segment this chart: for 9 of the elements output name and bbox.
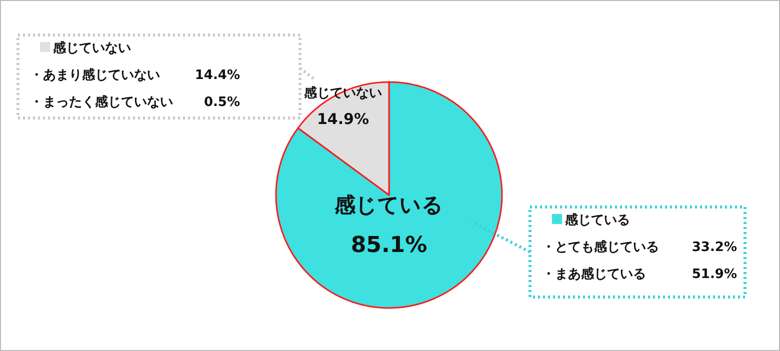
text: 感じている — [564, 212, 630, 228]
data-label: 14.9% — [316, 110, 370, 128]
text: ・まあ感じている 51.9% — [542, 267, 737, 282]
slice-label: 感じている — [334, 193, 444, 217]
text: 感じていない — [52, 40, 131, 56]
text: ・まったく感じていない 0.5% — [30, 95, 240, 110]
data-label: 85.1% — [350, 233, 428, 258]
text: ・あまり感じていない 14.4% — [30, 68, 240, 83]
text: ・とても感じている 33.2% — [542, 240, 737, 255]
